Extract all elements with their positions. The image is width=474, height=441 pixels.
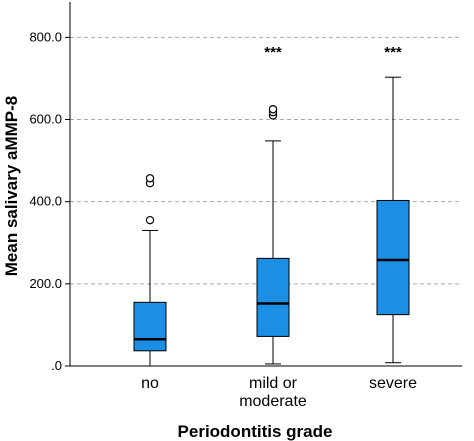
outlier-point: [145, 174, 155, 183]
y-tick-label: 800.0: [29, 29, 62, 44]
x-category-label: moderate: [239, 393, 307, 410]
box: [133, 301, 167, 352]
y-tick-label: .0: [51, 358, 62, 373]
box-group: ***: [256, 44, 290, 365]
y-tick-label: 200.0: [29, 276, 62, 291]
x-axis-title: Periodontitis grade: [178, 422, 333, 441]
y-tick-label: 600.0: [29, 112, 62, 127]
outlier-point: [268, 105, 278, 114]
significance-annotation: ***: [384, 44, 402, 61]
outlier-point: [145, 215, 155, 225]
x-category-label: severe: [369, 375, 417, 392]
box: [256, 257, 290, 337]
y-tick-label: 400.0: [29, 194, 62, 209]
box-series: *** ***: [133, 44, 410, 367]
y-axis: .0 200.0 400.0 600.0 800.0: [29, 2, 462, 373]
x-category-label: no: [141, 375, 159, 392]
box-group: ***: [376, 44, 410, 364]
y-axis-title: Mean salivary aMMP-8: [2, 96, 21, 276]
box: [376, 199, 410, 316]
x-category-label: mild or: [249, 375, 298, 392]
box-group: [133, 174, 167, 367]
significance-annotation: ***: [264, 44, 282, 61]
